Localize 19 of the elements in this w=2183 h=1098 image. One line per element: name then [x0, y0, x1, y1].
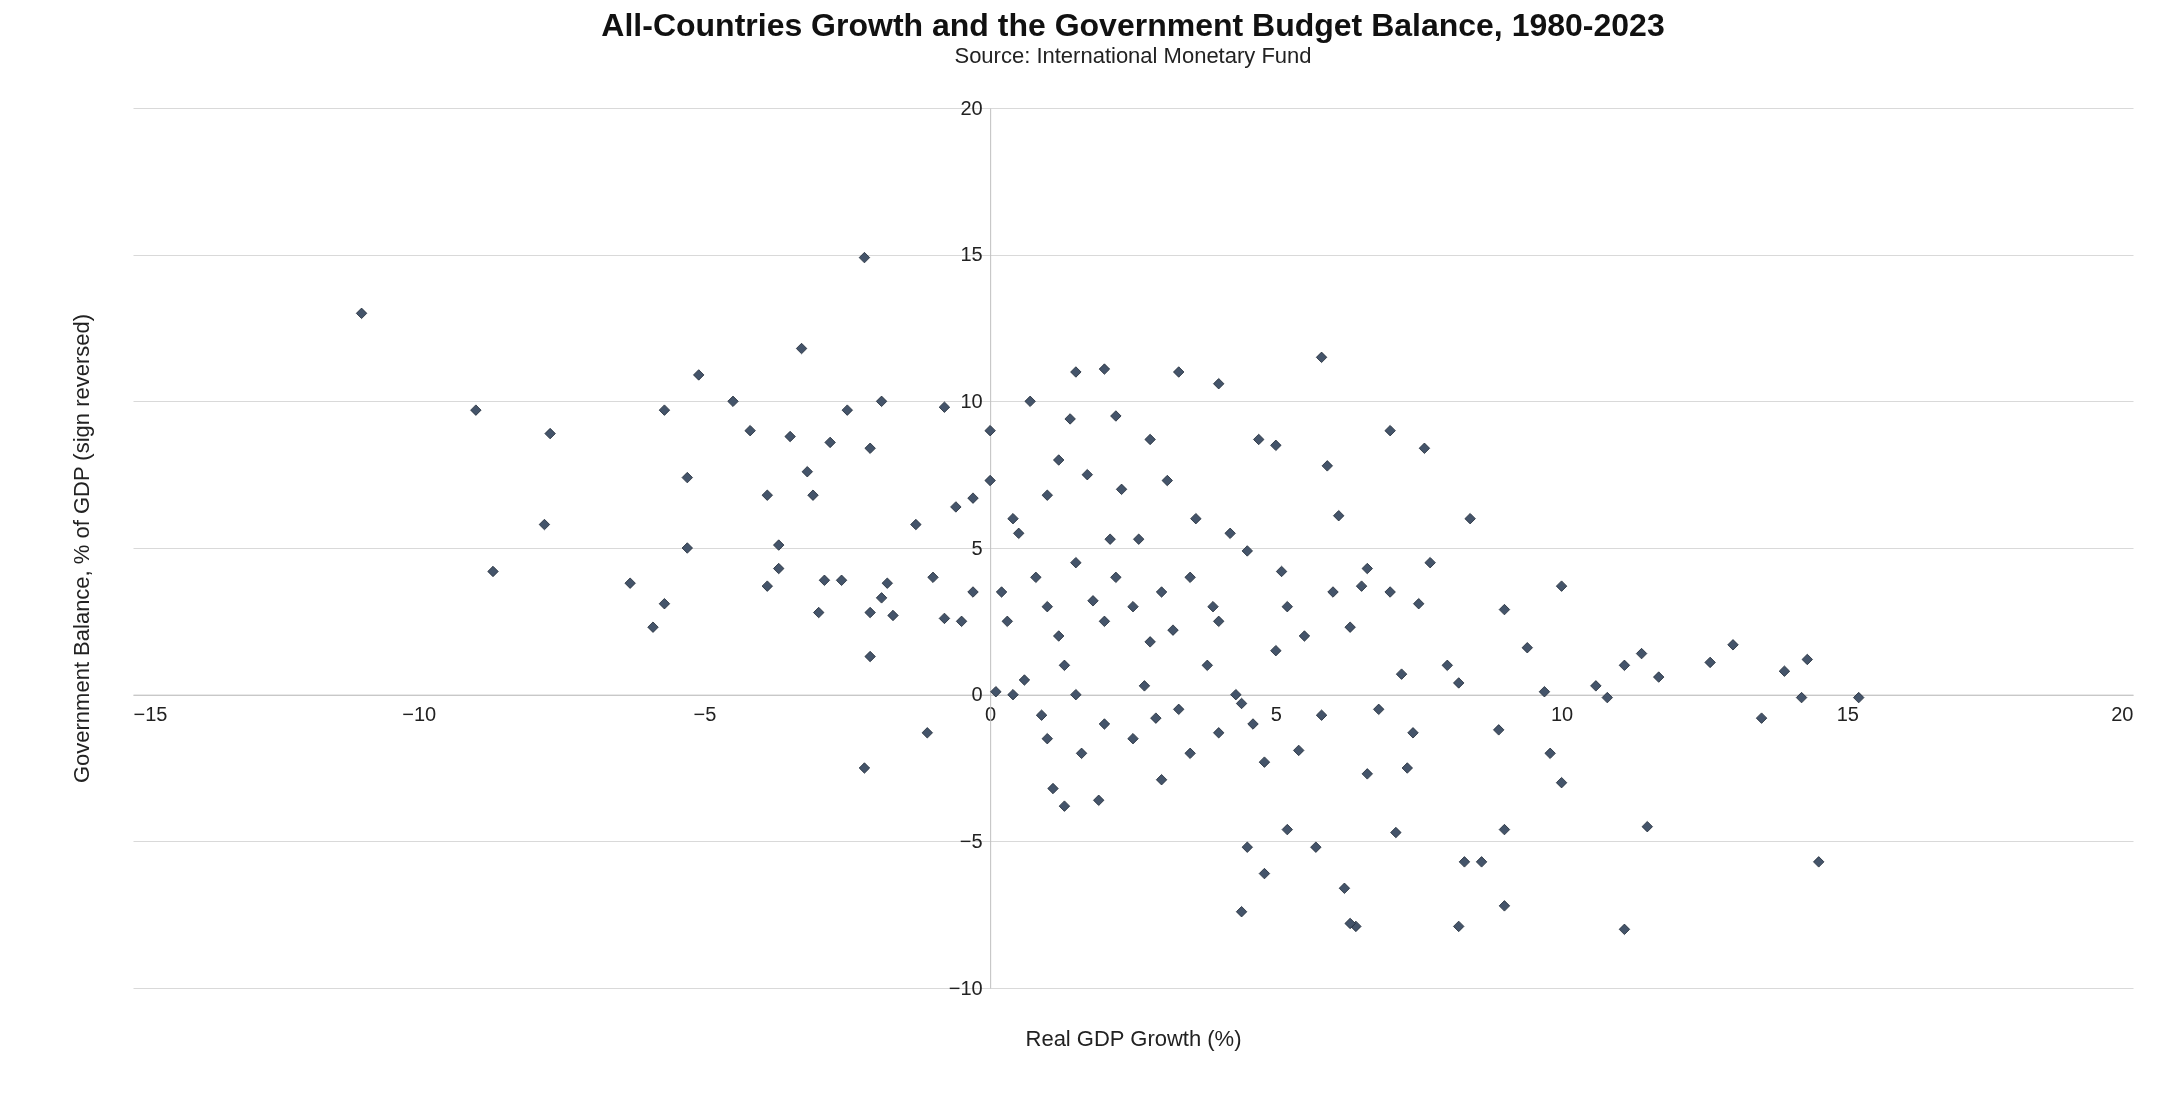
- x-axis-title: Real GDP Growth (%): [1025, 1025, 1242, 1051]
- y-tick-label: −10: [948, 976, 983, 999]
- y-tick-label: 0: [971, 683, 983, 706]
- x-tick-label: 0: [985, 703, 997, 726]
- y-tick-label: −5: [959, 829, 983, 852]
- x-tick-label: −10: [402, 703, 437, 726]
- y-tick-label: 10: [960, 389, 983, 412]
- y-tick-label: 20: [960, 96, 983, 119]
- chart-title: All-Countries Growth and the Government Budget Balance, 1980-2023: [601, 7, 1665, 43]
- x-tick-label: 10: [1550, 703, 1574, 726]
- y-tick-label: 5: [971, 536, 983, 559]
- y-tick-label: 15: [960, 243, 983, 266]
- x-tick-label: 15: [1836, 703, 1859, 726]
- chart-subtitle: Source: International Monetary Fund: [954, 43, 1312, 68]
- x-tick-label: −5: [693, 703, 717, 726]
- y-axis-title: Government Balance, % of GDP (sign reversed): [68, 313, 94, 784]
- x-tick-label: 20: [2111, 703, 2134, 726]
- x-tick-label: −15: [133, 703, 168, 726]
- x-tick-label: 5: [1270, 703, 1282, 726]
